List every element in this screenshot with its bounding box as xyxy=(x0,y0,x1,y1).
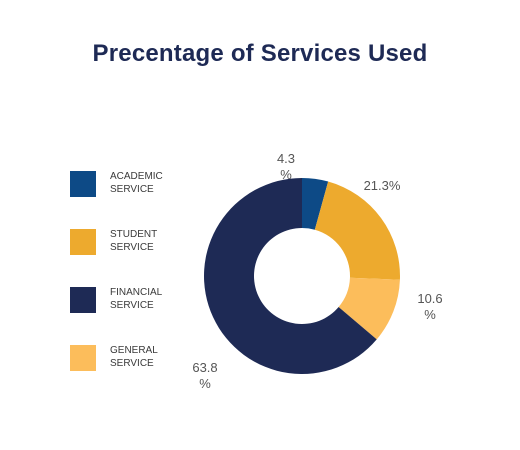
legend-label-academic: ACADEMIC SERVICE xyxy=(110,171,163,195)
legend: ACADEMIC SERVICE STUDENT SERVICE FINANCI… xyxy=(70,170,210,402)
legend-swatch-general xyxy=(70,345,96,371)
legend-label-financial: FINANCIAL SERVICE xyxy=(110,287,163,311)
chart-title: Precentage of Services Used xyxy=(92,40,428,67)
legend-swatch-financial xyxy=(70,287,96,313)
legend-swatch-student xyxy=(70,229,96,255)
data-label-general: 10.6% xyxy=(417,291,442,322)
slice-academic xyxy=(302,178,329,230)
data-label-academic: 4.3% xyxy=(277,151,295,182)
legend-item-student: STUDENT SERVICE xyxy=(70,228,210,256)
legend-label-general: GENERAL SERVICE xyxy=(110,345,158,369)
data-label-student: 21.3% xyxy=(364,178,401,193)
legend-item-academic: ACADEMIC SERVICE xyxy=(70,170,210,198)
legend-label-student: STUDENT SERVICE xyxy=(110,229,158,253)
slice-financial xyxy=(203,178,377,375)
legend-item-general: GENERAL SERVICE xyxy=(70,344,210,372)
legend-item-financial: FINANCIAL SERVICE xyxy=(70,286,210,314)
slice-general xyxy=(338,277,400,340)
data-label-financial: 63.8% xyxy=(192,360,217,391)
slice-student xyxy=(314,181,400,280)
legend-swatch-academic xyxy=(70,171,96,197)
